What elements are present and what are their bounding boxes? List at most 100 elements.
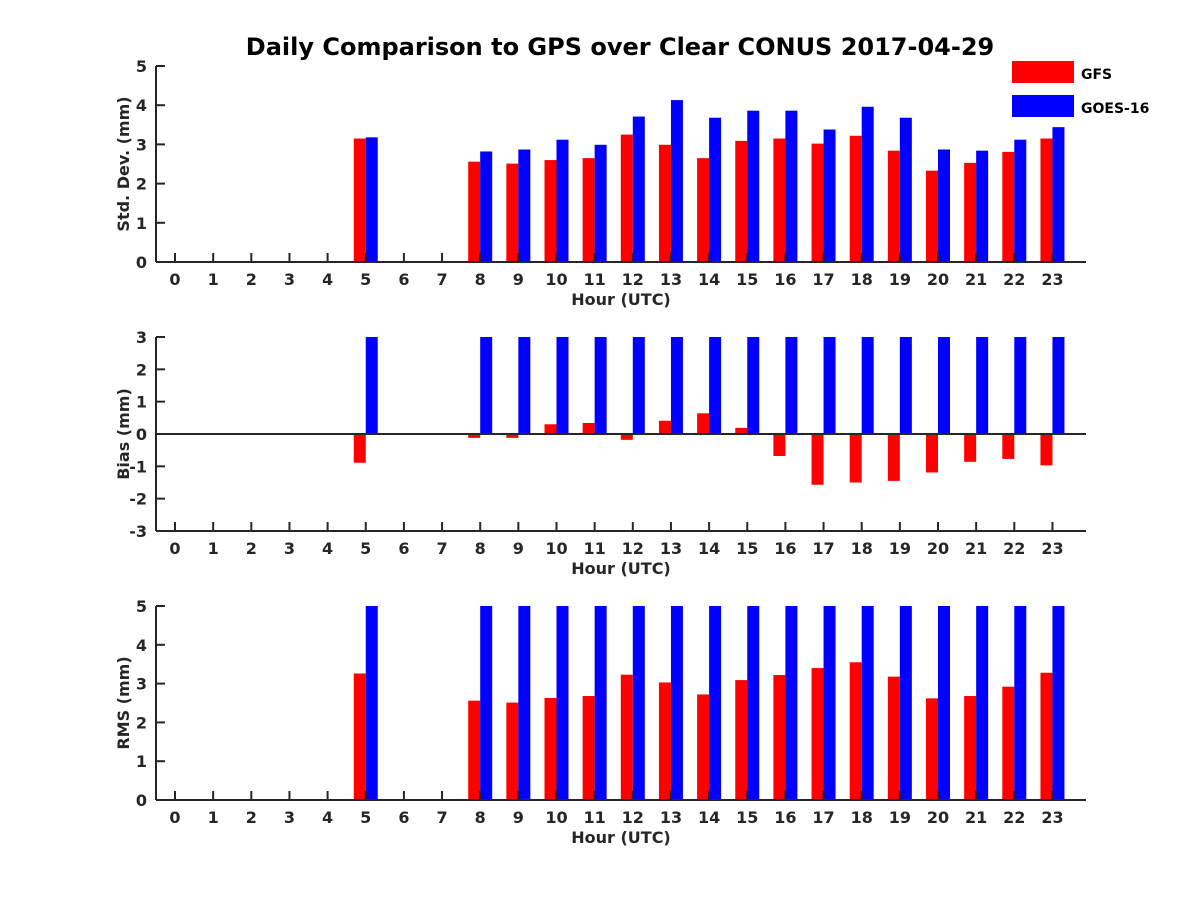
bar-goes16-hour-15 — [747, 110, 760, 262]
x-tick-label: 20 — [927, 539, 949, 558]
legend-swatch-goes16 — [1012, 95, 1074, 117]
bar-gfs-hour-22 — [1002, 151, 1015, 262]
bar-goes16-hour-5 — [365, 137, 378, 262]
x-tick-label: 11 — [584, 539, 606, 558]
bar-gfs-hour-13 — [658, 420, 671, 434]
x-tick-label: 20 — [927, 270, 949, 289]
bar-gfs-hour-17 — [811, 143, 824, 262]
y-tick-label: 5 — [136, 57, 147, 76]
bar-gfs-hour-19 — [887, 676, 900, 800]
y-tick-label: 0 — [136, 791, 147, 810]
x-tick-label: 15 — [736, 539, 758, 558]
x-tick-label: 9 — [513, 539, 524, 558]
bar-goes16-hour-5 — [365, 606, 378, 800]
bar-gfs-hour-11 — [582, 423, 595, 434]
y-tick-label: 0 — [136, 425, 147, 444]
x-tick-label: 6 — [398, 270, 409, 289]
bar-goes16-hour-14 — [709, 606, 722, 800]
bar-gfs-hour-5 — [353, 434, 366, 463]
bar-goes16-hour-23 — [1052, 127, 1065, 263]
x-tick-label: 16 — [774, 539, 796, 558]
x-tick-label: 3 — [284, 808, 295, 827]
bar-gfs-hour-22 — [1002, 686, 1015, 800]
x-tick-label: 4 — [322, 539, 333, 558]
bar-goes16-hour-20 — [938, 149, 950, 262]
bar-gfs-hour-15 — [735, 140, 748, 262]
bar-gfs-hour-21 — [964, 162, 977, 262]
bar-gfs-hour-9 — [506, 434, 519, 438]
bar-gfs-hour-16 — [773, 434, 786, 456]
bar-goes16-hour-21 — [976, 337, 989, 434]
x-tick-label: 11 — [584, 808, 606, 827]
x-tick-label: 23 — [1041, 539, 1063, 558]
bar-gfs-hour-19 — [887, 150, 900, 262]
x-tick-label: 15 — [736, 808, 758, 827]
bar-gfs-hour-12 — [620, 434, 633, 440]
x-axis-label: Hour (UTC) — [571, 559, 671, 578]
y-tick-label: 1 — [136, 393, 147, 412]
bar-gfs-hour-14 — [697, 694, 710, 800]
bar-gfs-hour-8 — [468, 700, 481, 800]
bar-goes16-hour-5 — [365, 337, 378, 434]
x-tick-label: 18 — [851, 808, 873, 827]
bar-gfs-hour-15 — [735, 680, 748, 800]
y-tick-label: 5 — [136, 597, 147, 616]
x-tick-label: 23 — [1041, 808, 1063, 827]
x-tick-label: 18 — [851, 539, 873, 558]
y-tick-label: 3 — [136, 328, 147, 347]
x-tick-label: 6 — [398, 808, 409, 827]
bar-goes16-hour-11 — [594, 144, 607, 262]
bar-goes16-hour-23 — [1052, 337, 1065, 434]
y-tick-label: -1 — [129, 457, 147, 476]
bar-goes16-hour-8 — [480, 337, 493, 434]
y-tick-label: -3 — [129, 522, 147, 541]
x-tick-label: 22 — [1003, 808, 1025, 827]
x-tick-label: 18 — [851, 270, 873, 289]
x-tick-label: 22 — [1003, 270, 1025, 289]
x-tick-label: 14 — [698, 539, 720, 558]
bar-gfs-hour-17 — [811, 668, 824, 800]
x-tick-label: 9 — [513, 808, 524, 827]
x-tick-label: 4 — [322, 808, 333, 827]
bar-gfs-hour-10 — [544, 424, 557, 434]
x-tick-label: 0 — [169, 270, 180, 289]
bar-goes16-hour-13 — [670, 606, 683, 800]
bar-goes16-hour-18 — [861, 606, 874, 800]
y-axis-label: Std. Dev. (mm) — [114, 96, 133, 231]
x-tick-label: 14 — [698, 808, 720, 827]
bar-goes16-hour-10 — [556, 139, 569, 262]
bar-goes16-hour-9 — [518, 149, 531, 262]
bar-gfs-hour-9 — [506, 702, 519, 800]
bar-gfs-hour-14 — [697, 413, 710, 434]
bar-gfs-hour-11 — [582, 696, 595, 800]
x-tick-label: 21 — [965, 270, 987, 289]
bar-gfs-hour-23 — [1040, 138, 1053, 262]
x-tick-label: 12 — [622, 539, 644, 558]
x-tick-label: 19 — [889, 270, 911, 289]
x-tick-label: 3 — [284, 270, 295, 289]
x-tick-label: 9 — [513, 270, 524, 289]
bar-goes16-hour-11 — [594, 606, 607, 800]
bar-gfs-hour-18 — [849, 662, 862, 800]
bar-gfs-hour-17 — [811, 434, 824, 485]
bar-goes16-hour-17 — [823, 337, 836, 434]
bar-gfs-hour-16 — [773, 138, 786, 262]
y-tick-label: 2 — [136, 713, 147, 732]
y-tick-label: 2 — [136, 175, 147, 194]
bar-gfs-hour-15 — [735, 427, 748, 434]
x-tick-label: 17 — [812, 539, 834, 558]
bar-gfs-hour-19 — [887, 434, 900, 481]
x-tick-label: 0 — [169, 808, 180, 827]
bar-gfs-hour-8 — [468, 434, 481, 438]
bar-goes16-hour-19 — [899, 337, 912, 434]
bar-gfs-hour-20 — [926, 434, 938, 473]
bar-gfs-hour-22 — [1002, 434, 1015, 459]
bar-gfs-hour-10 — [544, 697, 557, 800]
x-tick-label: 8 — [475, 270, 486, 289]
x-axis-label: Hour (UTC) — [571, 290, 671, 309]
x-tick-label: 11 — [584, 270, 606, 289]
